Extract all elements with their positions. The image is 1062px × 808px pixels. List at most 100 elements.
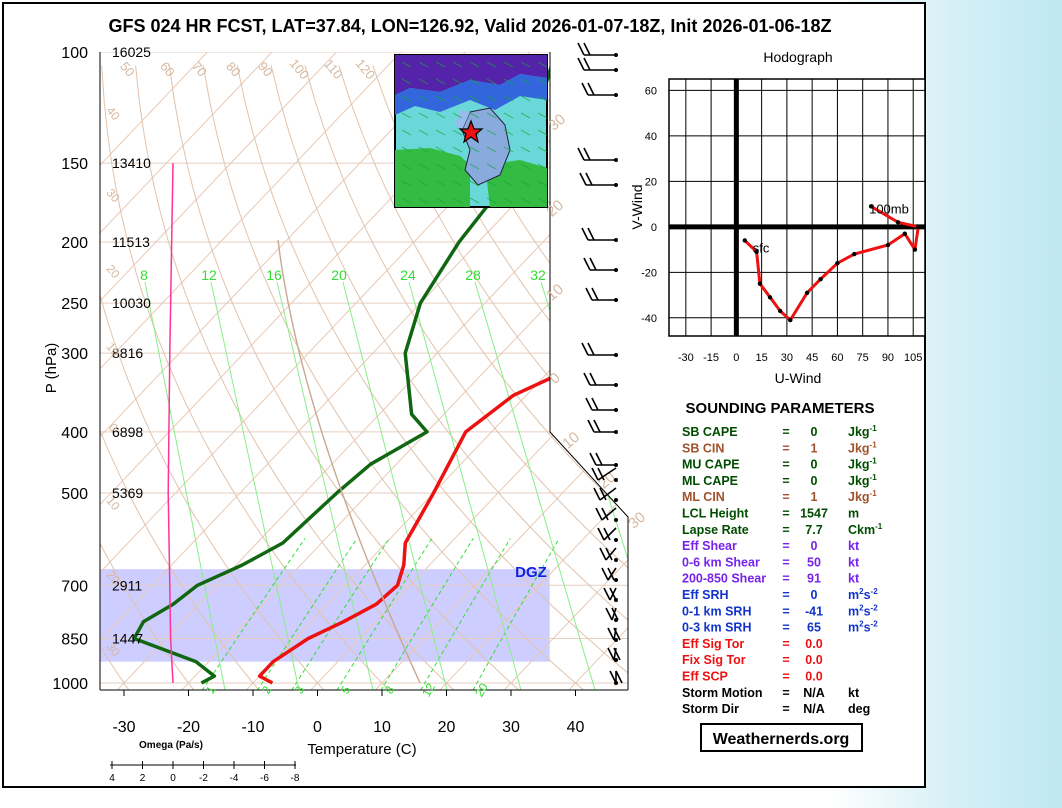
param-unit: kt	[848, 555, 860, 569]
param-unit-sup: -1	[870, 424, 878, 433]
pressure-tick-label: 1000	[52, 676, 88, 693]
param-value: 0.0	[805, 670, 822, 684]
param-name: Eff Shear	[682, 539, 737, 553]
inset-wind-barb	[401, 146, 412, 153]
hodograph: Hodograph U-Wind V-Wind -30 -15 0 15 30 45 60 7…	[629, 49, 926, 386]
param-equals: =	[782, 523, 789, 537]
mixing-ratio-label: 32	[530, 267, 546, 283]
param-value: 1547	[800, 507, 828, 521]
mixing-ratio-label: 3	[292, 683, 308, 696]
height-label: 6898	[112, 424, 143, 440]
theta-label: 70	[189, 59, 210, 80]
hodograph-point	[757, 281, 763, 286]
temperature-line	[257, 52, 628, 685]
dry-adiabat	[304, 65, 628, 690]
theta-label: 20	[103, 262, 123, 281]
inset-wind-barb	[520, 78, 531, 85]
param-unit-base: m	[848, 621, 859, 635]
wind-barb-dot	[614, 618, 618, 622]
inset-wind-barb	[469, 95, 480, 102]
wind-barb	[609, 587, 617, 601]
inset-wind-barb	[418, 112, 429, 119]
param-value: 0	[811, 458, 818, 472]
wind-barb-dot	[614, 681, 618, 685]
param-name: Eff Sig Tor	[682, 637, 744, 651]
inset-wind-barb	[503, 197, 514, 204]
inset-wind-barb	[520, 163, 531, 170]
param-value: 7.7	[805, 523, 822, 537]
param-equals: =	[782, 702, 789, 716]
inset-wind-barb	[503, 163, 514, 170]
isotherm-line	[110, 52, 628, 690]
dry-adiabat	[100, 65, 134, 690]
wind-barb-dot	[614, 158, 618, 162]
inset-wind-barb	[401, 112, 412, 119]
wind-barb-dot	[614, 658, 618, 662]
param-unit: Jkg-1	[848, 424, 877, 439]
height-label: 8816	[112, 345, 143, 361]
hodograph-point	[818, 276, 823, 282]
param-equals: =	[782, 474, 789, 488]
param-equals: =	[782, 572, 789, 586]
param-name: MU CAPE	[682, 458, 740, 472]
dry-adiabat	[202, 65, 592, 690]
wind-barb-dot	[614, 598, 618, 602]
wind-barb	[589, 372, 597, 386]
param-unit: kt	[848, 539, 860, 553]
hodograph-x-tick-label: 15	[756, 352, 768, 364]
inset-wind-barb	[503, 146, 514, 153]
temp-tick-label: -20	[177, 719, 200, 736]
isotherm-line	[100, 52, 236, 690]
dewpoint-line	[132, 52, 558, 685]
hodograph-x-tick-label: -15	[703, 352, 719, 364]
wind-barb	[593, 487, 601, 501]
inset-wind-barb	[486, 78, 497, 85]
param-name: SB CAPE	[682, 425, 738, 439]
wind-barb	[591, 467, 599, 481]
hodograph-y-tick-label: -20	[641, 267, 657, 279]
param-unit-base2: s	[864, 604, 871, 618]
inset-wind-barb	[537, 95, 548, 102]
inset-wind-barb	[469, 197, 480, 204]
inset-wind-barb	[486, 112, 497, 119]
pressure-tick-label: 850	[61, 631, 88, 648]
inset-wind-barb	[418, 163, 429, 170]
param-unit: Jkg-1	[848, 473, 877, 488]
wind-barb	[579, 172, 587, 186]
mixing-ratio-label: 12	[201, 267, 217, 283]
wind-barb-dot	[614, 353, 618, 357]
inset-wind-barb	[537, 112, 548, 119]
dry-adiabat	[100, 65, 265, 690]
wind-barb-dot	[614, 430, 618, 434]
isotherm-line	[368, 52, 628, 690]
param-name: Eff SCP	[682, 670, 728, 684]
wind-barb	[589, 452, 597, 466]
param-unit-base: kt	[848, 555, 860, 569]
wind-barb	[583, 57, 591, 71]
wind-barb	[601, 507, 617, 521]
hodograph-x-tick-label: -30	[678, 352, 694, 364]
branding-box: Weathernerds.org	[700, 723, 863, 752]
hodograph-title: Hodograph	[763, 49, 832, 65]
mixing-ratio-label: 2	[259, 683, 275, 696]
param-value: 91	[807, 572, 821, 586]
location-star-icon	[458, 119, 484, 144]
inset-wind-barb	[418, 197, 429, 204]
hodograph-ylabel: V-Wind	[629, 184, 645, 229]
inset-wind-barb	[452, 197, 463, 204]
wind-barb	[583, 372, 591, 386]
param-unit-sup: -1	[870, 440, 878, 449]
pressure-tick-label: 500	[61, 486, 88, 503]
inset-wind-barb	[418, 78, 429, 85]
wind-barb	[587, 419, 595, 433]
hodograph-point	[754, 249, 759, 255]
param-name: Storm Dir	[682, 702, 739, 716]
inset-wind-barb	[418, 95, 429, 102]
param-value: 0	[811, 539, 818, 553]
isotherm-line	[175, 52, 628, 690]
wind-barb	[585, 397, 593, 411]
omega-line	[167, 163, 174, 684]
dry-adiabat	[101, 65, 396, 690]
theta-label: 30	[545, 111, 569, 135]
param-unit-base: m	[848, 588, 859, 602]
